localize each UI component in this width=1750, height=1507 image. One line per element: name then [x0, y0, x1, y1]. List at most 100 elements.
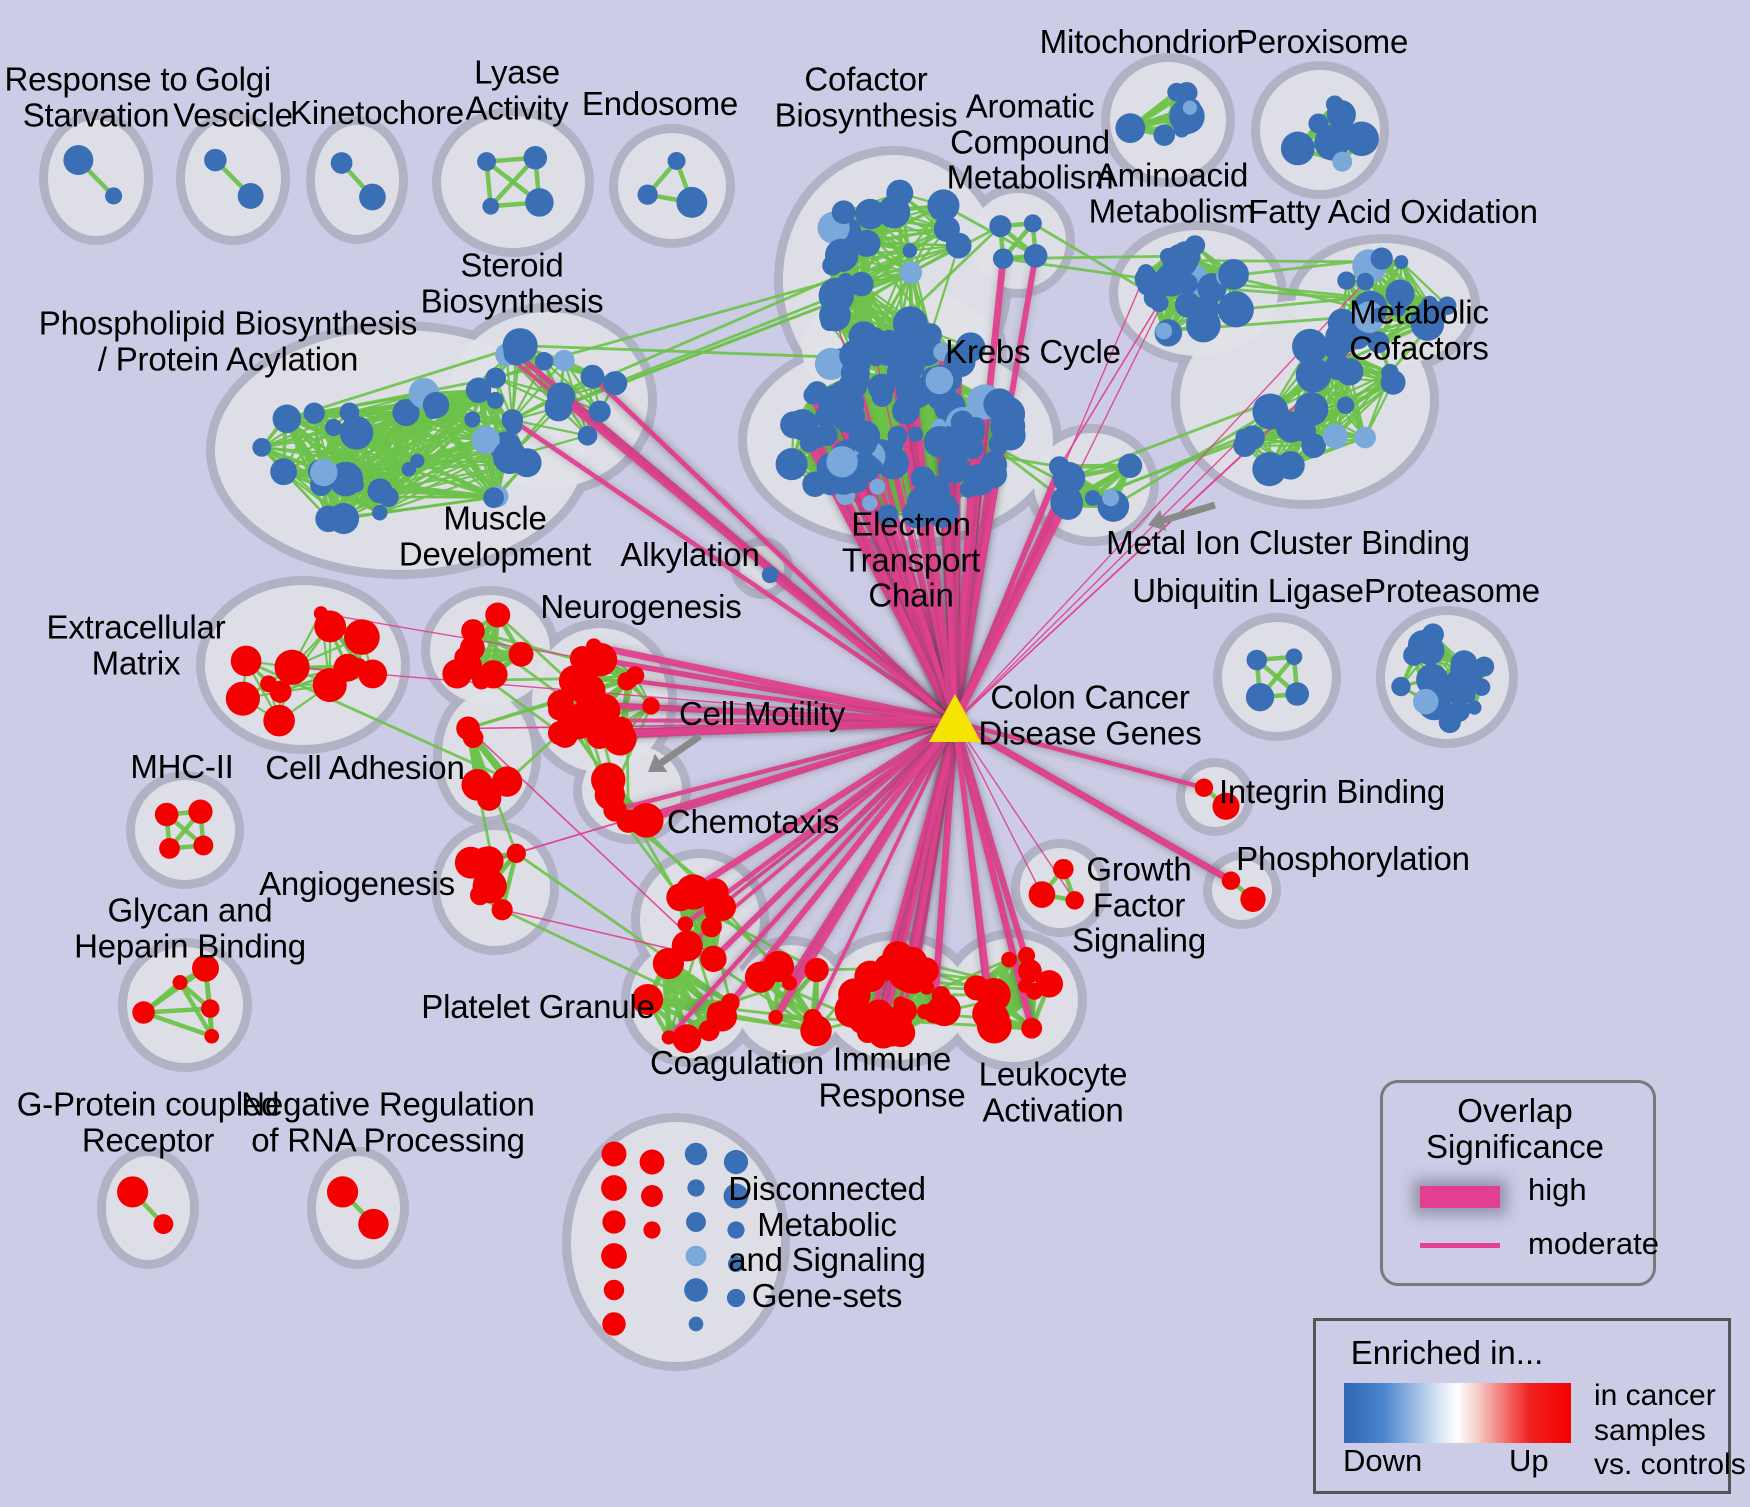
gene-set-node	[506, 843, 526, 863]
gene-set-node	[927, 189, 960, 222]
hub-triangle	[929, 694, 981, 742]
gene-set-node	[877, 504, 899, 526]
gene-set-node	[392, 398, 420, 427]
gene-set-node	[908, 426, 924, 442]
gene-set-node	[410, 453, 425, 468]
gene-set-node	[378, 486, 399, 508]
overlap-legend-title: Overlap Significance	[1426, 1092, 1604, 1166]
gene-set-node	[1335, 358, 1364, 386]
gene-set-node	[820, 313, 839, 332]
gene-set-node	[132, 1001, 155, 1024]
gene-set-node	[1472, 678, 1491, 696]
gene-set-node	[685, 1245, 707, 1267]
gene-set-node	[482, 197, 500, 215]
gene-set-node	[1050, 485, 1084, 519]
gene-set-node	[1354, 426, 1376, 449]
gene-set-node	[1182, 100, 1197, 115]
overlap-high-label: high	[1528, 1172, 1587, 1207]
gene-set-node	[1380, 369, 1406, 395]
annotation-arrows	[648, 501, 1217, 772]
gene-set-node	[848, 1006, 877, 1035]
gene-set-node	[700, 945, 727, 972]
gene-set-node	[726, 1288, 746, 1308]
gene-set-node	[684, 1278, 708, 1302]
gene-set-node	[902, 243, 918, 258]
gene-set-node	[1173, 121, 1190, 138]
gene-set-node	[826, 446, 858, 478]
gene-set-node	[955, 418, 983, 446]
gene-set-node	[594, 779, 626, 810]
gene-set-node	[1293, 419, 1317, 443]
gene-set-node	[1367, 331, 1390, 354]
gene-set-node	[898, 392, 913, 407]
gene-set-node	[491, 899, 513, 921]
gene-set-node	[871, 385, 893, 407]
gene-set-node	[324, 418, 343, 437]
gene-set-node	[845, 994, 864, 1013]
gene-set-node	[461, 619, 485, 643]
gene-set-node	[349, 477, 364, 493]
gene-set-node	[1153, 124, 1176, 146]
gene-set-node	[1065, 891, 1084, 910]
gene-set-node	[485, 602, 511, 628]
gene-set-node	[602, 1210, 626, 1234]
overlap-high-swatch	[1420, 1186, 1500, 1208]
gene-set-node	[639, 1149, 665, 1175]
gene-set-node	[1276, 451, 1305, 480]
gene-set-node	[580, 364, 605, 389]
gene-set-node	[849, 271, 874, 297]
gene-set-node	[675, 874, 711, 910]
gene-set-node	[846, 368, 870, 392]
gene-set-node	[1117, 453, 1143, 478]
gene-set-node	[854, 960, 886, 993]
gene-set-node	[852, 233, 870, 251]
gene-set-node	[616, 809, 640, 833]
gene-set-node	[684, 1142, 708, 1166]
gene-set-node	[462, 727, 484, 749]
gene-set-node	[534, 352, 554, 371]
gene-set-node	[159, 837, 180, 859]
gene-set-node	[1137, 264, 1155, 281]
gene-set-node	[818, 384, 853, 419]
gene-set-node	[1018, 959, 1042, 983]
gene-set-node	[667, 151, 686, 170]
gene-set-node	[862, 495, 878, 511]
gene-set-node	[721, 993, 740, 1012]
gene-set-node	[483, 487, 505, 509]
gene-set-node	[1415, 635, 1431, 651]
gene-set-node	[676, 186, 708, 218]
gene-set-node	[1017, 946, 1036, 965]
gene-set-node	[686, 1212, 706, 1232]
gene-set-node	[303, 402, 325, 424]
gene-set-node	[819, 472, 842, 496]
gene-set-node	[225, 681, 260, 716]
gene-set-node	[313, 606, 328, 621]
gene-set-node	[886, 1018, 916, 1048]
gene-set-node	[200, 999, 220, 1018]
gene-set-node	[371, 504, 388, 521]
gene-set-node	[1371, 307, 1386, 323]
gene-set-node	[330, 152, 353, 174]
gene-set-node	[312, 668, 347, 703]
gene-set-node	[708, 893, 737, 921]
overlap-significance-legend	[1380, 1080, 1656, 1286]
gene-set-node	[269, 680, 292, 703]
gene-set-node	[877, 195, 911, 229]
gene-set-node	[855, 198, 886, 230]
gene-set-node	[983, 388, 1016, 421]
gene-set-node	[1331, 123, 1357, 149]
gene-set-node	[602, 1312, 626, 1336]
gene-set-node	[916, 1004, 933, 1020]
gene-set-node	[588, 400, 611, 423]
gene-set-node	[933, 215, 960, 243]
gene-set-node	[339, 416, 374, 450]
gene-set-node	[252, 437, 272, 457]
enrichment-legend	[1313, 1318, 1731, 1494]
gene-set-node	[422, 391, 450, 419]
gene-set-node	[677, 916, 693, 932]
gene-set-node	[1240, 425, 1265, 450]
gene-set-node	[1412, 688, 1439, 715]
enrichment-legend-title: Enriched in...	[1350, 1334, 1544, 1371]
gene-set-node	[1285, 648, 1303, 666]
